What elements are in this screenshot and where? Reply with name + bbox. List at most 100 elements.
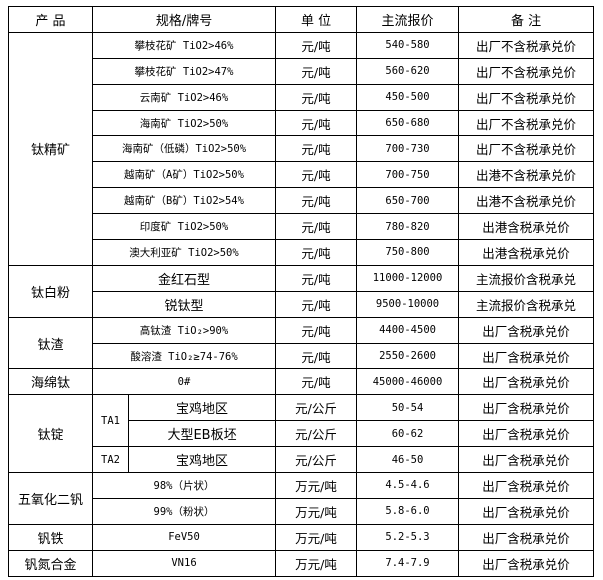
price: 540-580 — [356, 31, 460, 59]
spec: 金红石型 — [91, 264, 277, 292]
spec: 99%（粉状） — [91, 497, 277, 525]
unit: 元/吨 — [275, 368, 358, 396]
table-row: 钒铁 FeV50 万元/吨 5.2-5.3 出厂含税承兑价 — [8, 523, 595, 551]
unit: 元/吨 — [275, 213, 358, 241]
remark: 出港含税承兑价 — [458, 239, 595, 266]
header-remark: 备 注 — [458, 6, 595, 33]
remark: 出港不含税承兑价 — [458, 161, 595, 189]
price: 5.8-6.0 — [356, 497, 460, 525]
table-row: TA2 宝鸡地区 元/公斤 46-50 出厂含税承兑价 — [9, 446, 595, 474]
price-table: 产 品 规格/牌号 单 位 主流报价 备 注 钛精矿 攀枝花矿 TiO2>46% 元… — [8, 6, 595, 577]
price: 5.2-5.3 — [356, 523, 460, 551]
table-row: 印度矿 TiO2>50% 元/吨 780-820 出港含税承兑价 — [9, 213, 595, 241]
price: 4400-4500 — [356, 316, 460, 344]
product-name: 钛锭 — [8, 394, 93, 474]
spec: 越南矿（B矿）TiO2>54% — [91, 187, 277, 215]
price: 750-800 — [356, 239, 460, 266]
remark: 出厂含税承兑价 — [458, 420, 595, 448]
spec: 攀枝花矿 TiO2>46% — [91, 31, 277, 59]
unit: 元/公斤 — [275, 420, 358, 448]
remark: 出厂含税承兑价 — [458, 368, 595, 396]
spec: 0# — [91, 368, 277, 396]
table-row: 酸溶渣 TiO₂≥74-76% 元/吨 2550-2600 出厂含税承兑价 — [9, 342, 595, 370]
table-row: 锐钛型 元/吨 9500-10000 主流报价含税承兑 — [9, 290, 595, 318]
spec: FeV50 — [91, 523, 277, 551]
spec: 海南矿（低磷）TiO2>50% — [91, 135, 277, 163]
unit: 元/吨 — [275, 264, 358, 292]
product-name: 钒氮合金 — [8, 549, 93, 577]
table-row: 云南矿 TiO2>46% 元/吨 450-500 出厂不含税承兑价 — [9, 83, 595, 111]
spec: 98%（片状） — [91, 472, 277, 499]
remark: 出厂含税承兑价 — [458, 342, 595, 370]
remark: 出厂含税承兑价 — [458, 394, 595, 422]
price: 4.5-4.6 — [356, 472, 460, 499]
table-row: 钛渣 高钛渣 TiO₂>90% 元/吨 4400-4500 出厂含税承兑价 — [8, 316, 595, 370]
product-name: 钛精矿 — [8, 31, 93, 266]
grade-label: TA2 — [92, 446, 129, 474]
spec: 宝鸡地区 — [127, 394, 277, 422]
table-row: 海南矿 TiO2>50% 元/吨 650-680 出厂不含税承兑价 — [9, 109, 595, 137]
spec: 海南矿 TiO2>50% — [91, 109, 277, 137]
price: 50-54 — [356, 394, 460, 422]
spec: 越南矿（A矿）TiO2>50% — [91, 161, 277, 189]
price: 45000-46000 — [356, 368, 460, 396]
table-row: 越南矿（A矿）TiO2>50% 元/吨 700-750 出港不含税承兑价 — [9, 161, 595, 189]
header-price: 主流报价 — [356, 6, 460, 33]
table-row: 五氧化二钒 98%（片状） 万元/吨 4.5-4.6 出厂含税承兑价 — [8, 472, 595, 525]
unit: 元/吨 — [275, 239, 358, 266]
table-row: 澳大利亚矿 TiO2>50% 元/吨 750-800 出港含税承兑价 — [9, 239, 595, 266]
spec: 澳大利亚矿 TiO2>50% — [91, 239, 277, 266]
remark: 出厂含税承兑价 — [458, 549, 595, 577]
price: 11000-12000 — [356, 264, 460, 292]
spec: 印度矿 TiO2>50% — [91, 213, 277, 241]
table-row: 攀枝花矿 TiO2>47% 元/吨 560-620 出厂不含税承兑价 — [9, 57, 595, 85]
table-row: 越南矿（B矿）TiO2>54% 元/吨 650-700 出港不含税承兑价 — [9, 187, 595, 215]
price: 700-750 — [356, 161, 460, 189]
remark: 出厂含税承兑价 — [458, 523, 595, 551]
grade-label: TA1 — [92, 394, 129, 448]
unit: 万元/吨 — [275, 523, 358, 551]
unit: 元/吨 — [275, 135, 358, 163]
spec: 大型EB板坯 — [127, 420, 277, 448]
remark: 出港含税承兑价 — [458, 213, 595, 241]
header-product: 产 品 — [8, 6, 93, 33]
unit: 元/吨 — [275, 342, 358, 370]
price: 9500-10000 — [356, 290, 460, 318]
unit: 元/吨 — [275, 83, 358, 111]
unit: 元/吨 — [275, 109, 358, 137]
unit: 元/吨 — [275, 31, 358, 59]
price: 650-680 — [356, 109, 460, 137]
table-row: 海南矿（低磷）TiO2>50% 元/吨 700-730 出厂不含税承兑价 — [9, 135, 595, 163]
price: 780-820 — [356, 213, 460, 241]
table-row: 钛白粉 金红石型 元/吨 11000-12000 主流报价含税承兑 — [8, 264, 595, 318]
price: 60-62 — [356, 420, 460, 448]
table-row: 99%（粉状） 万元/吨 5.8-6.0 出厂含税承兑价 — [9, 497, 595, 525]
unit: 元/吨 — [275, 290, 358, 318]
spec: VN16 — [91, 549, 277, 577]
unit: 元/公斤 — [275, 394, 358, 422]
spec: 云南矿 TiO2>46% — [91, 83, 277, 111]
remark: 出港不含税承兑价 — [458, 187, 595, 215]
price: 700-730 — [356, 135, 460, 163]
remark: 出厂含税承兑价 — [458, 316, 595, 344]
remark: 主流报价含税承兑 — [458, 290, 595, 318]
product-name: 钒铁 — [8, 523, 93, 551]
remark: 出厂不含税承兑价 — [458, 31, 595, 59]
price: 450-500 — [356, 83, 460, 111]
product-name: 钛白粉 — [8, 264, 93, 318]
header-row: 产 品 规格/牌号 单 位 主流报价 备 注 — [8, 6, 595, 33]
unit: 万元/吨 — [275, 497, 358, 525]
price: 650-700 — [356, 187, 460, 215]
spec: 酸溶渣 TiO₂≥74-76% — [91, 342, 277, 370]
table-row: 海绵钛 0# 元/吨 45000-46000 出厂含税承兑价 — [8, 368, 595, 396]
table-row: 钒氮合金 VN16 万元/吨 7.4-7.9 出厂含税承兑价 — [8, 549, 595, 577]
unit: 元/吨 — [275, 57, 358, 85]
unit: 万元/吨 — [275, 472, 358, 499]
unit: 元/公斤 — [275, 446, 358, 474]
table-row: 大型EB板坯 元/公斤 60-62 出厂含税承兑价 — [9, 420, 595, 448]
remark: 出厂含税承兑价 — [458, 472, 595, 499]
unit: 元/吨 — [275, 187, 358, 215]
remark: 出厂含税承兑价 — [458, 446, 595, 474]
unit: 万元/吨 — [275, 549, 358, 577]
table-row: 钛精矿 攀枝花矿 TiO2>46% 元/吨 540-580 出厂不含税承兑价 — [8, 31, 595, 266]
